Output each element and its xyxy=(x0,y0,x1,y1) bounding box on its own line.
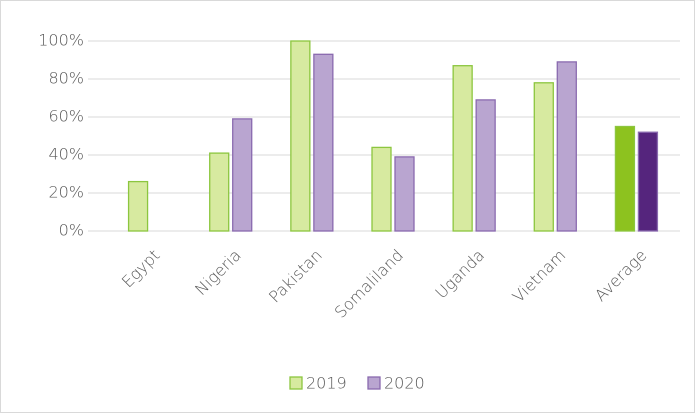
bar xyxy=(313,53,334,232)
bar xyxy=(556,61,577,232)
y-tick-label: 100% xyxy=(38,31,84,50)
legend-label: 2020 xyxy=(384,374,425,393)
bar xyxy=(232,118,253,232)
y-tick-label: 0% xyxy=(59,221,84,240)
y-tick-label: 40% xyxy=(48,145,84,164)
bar xyxy=(290,40,311,232)
bar xyxy=(475,99,496,232)
y-tick-label: 80% xyxy=(48,69,84,88)
y-tick-label: 20% xyxy=(48,183,84,202)
bar xyxy=(394,156,415,232)
legend-label: 2019 xyxy=(306,374,347,393)
bar xyxy=(127,180,149,232)
bar xyxy=(637,131,659,232)
legend-swatch xyxy=(289,376,303,390)
bar xyxy=(371,146,392,232)
bar xyxy=(452,65,473,232)
bar xyxy=(209,152,230,232)
y-tick-label: 60% xyxy=(48,107,84,126)
legend-swatch xyxy=(367,376,381,390)
bar xyxy=(533,82,554,232)
bar xyxy=(614,125,636,232)
